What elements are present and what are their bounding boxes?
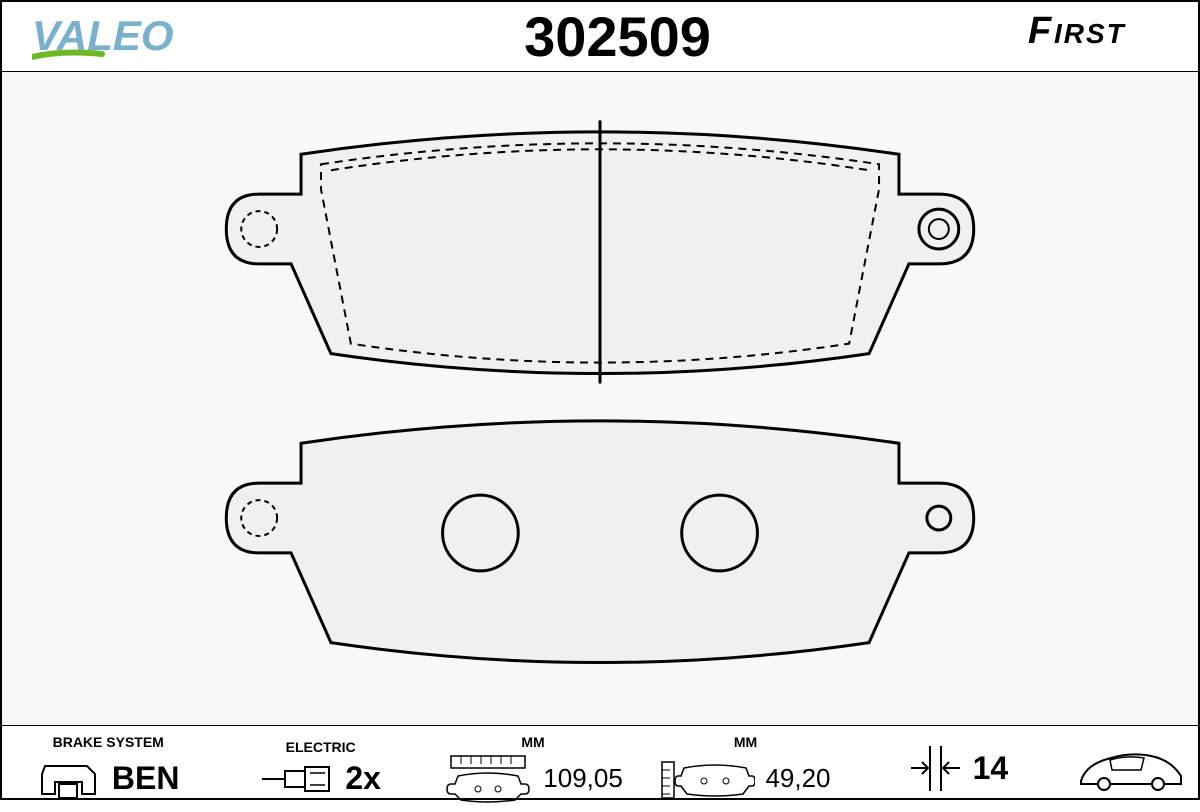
first-logo-svg: F IRST (1028, 11, 1168, 53)
header: VALEO 302509 F IRST (2, 2, 1198, 72)
width-unit: mm (521, 734, 544, 750)
spec-footer: BRAKE SYSTEM BEN ELECTRIC 2x (2, 725, 1198, 812)
width-value: 109,05 (543, 763, 623, 794)
part-number: 302509 (207, 4, 1028, 69)
spec-thickness: 14 (852, 726, 1064, 812)
brake-pad-top (226, 120, 973, 383)
caliper-icon (37, 754, 102, 804)
spec-vehicle (1064, 726, 1198, 812)
thickness-icon (908, 741, 963, 796)
electric-value: 2x (345, 760, 381, 797)
electric-label: ELECTRIC (286, 739, 356, 755)
svg-text:IRST: IRST (1054, 18, 1127, 49)
spec-electric: ELECTRIC 2x (214, 726, 426, 812)
brake-pad-diagram (22, 92, 1178, 705)
diagram-area (2, 72, 1198, 725)
height-unit: mm (734, 734, 757, 750)
brake-pad-bottom (226, 421, 973, 663)
document-frame: VALEO 302509 F IRST (0, 0, 1200, 800)
height-ruler-icon (660, 754, 755, 804)
spec-width: mm 109,05 (427, 726, 639, 812)
brake-system-value: BEN (112, 760, 180, 797)
car-silhouette-icon (1076, 746, 1186, 791)
spec-brake-system: BRAKE SYSTEM BEN (2, 726, 214, 812)
first-logo: F IRST (1028, 11, 1168, 62)
valeo-logo: VALEO (32, 12, 207, 62)
brake-system-label: BRAKE SYSTEM (53, 734, 164, 750)
svg-text:F: F (1028, 11, 1053, 52)
valeo-logo-svg: VALEO (32, 12, 207, 62)
spec-height: mm 49,20 (639, 726, 851, 812)
width-ruler-icon (443, 754, 533, 804)
thickness-value: 14 (973, 750, 1009, 787)
height-value: 49,20 (765, 763, 830, 794)
sensor-icon (260, 759, 335, 799)
